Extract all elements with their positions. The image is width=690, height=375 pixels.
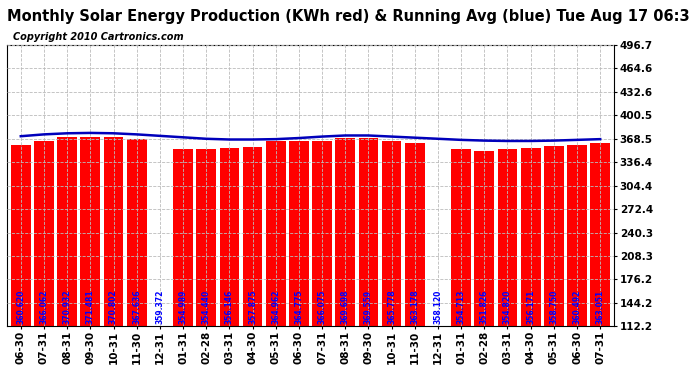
Bar	[81, 136, 100, 326]
Bar	[567, 145, 587, 326]
Text: 356.171: 356.171	[526, 290, 535, 324]
Text: 365.778: 365.778	[387, 290, 396, 324]
Text: 366.075: 366.075	[317, 290, 326, 324]
Bar	[11, 144, 30, 326]
Bar	[34, 141, 54, 326]
Bar	[497, 149, 518, 326]
Text: 366.062: 366.062	[39, 290, 48, 324]
Text: 370.802: 370.802	[109, 290, 118, 324]
Bar	[335, 138, 355, 326]
Text: 367.636: 367.636	[132, 290, 141, 324]
Bar	[382, 141, 402, 326]
Text: 369.559: 369.559	[364, 290, 373, 324]
Text: 356.146: 356.146	[225, 290, 234, 324]
Bar	[544, 146, 564, 326]
Bar	[197, 149, 216, 326]
Bar	[57, 137, 77, 326]
Bar	[266, 141, 286, 326]
Bar	[521, 148, 540, 326]
Bar	[219, 148, 239, 326]
Bar	[243, 147, 262, 326]
Text: 363.178: 363.178	[411, 290, 420, 324]
Text: Monthly Solar Energy Production (KWh red) & Running Avg (blue) Tue Aug 17 06:33: Monthly Solar Energy Production (KWh red…	[7, 9, 690, 24]
Bar	[289, 141, 308, 326]
Bar	[451, 149, 471, 326]
Text: 364.775: 364.775	[295, 290, 304, 324]
Text: 351.826: 351.826	[480, 290, 489, 324]
Text: 358.120: 358.120	[433, 290, 442, 324]
Bar	[104, 137, 124, 326]
Text: 360.620: 360.620	[17, 290, 26, 324]
Text: 354.713: 354.713	[457, 290, 466, 324]
Text: 371.481: 371.481	[86, 290, 95, 324]
Text: 354.440: 354.440	[201, 290, 210, 324]
Bar	[127, 140, 146, 326]
Text: 364.962: 364.962	[271, 290, 280, 324]
Text: 357.875: 357.875	[248, 290, 257, 324]
Bar	[150, 146, 170, 326]
Bar	[359, 138, 378, 326]
Text: 358.750: 358.750	[549, 290, 558, 324]
Text: 359.372: 359.372	[155, 290, 164, 324]
Bar	[313, 141, 332, 326]
Text: 360.492: 360.492	[573, 290, 582, 324]
Bar	[173, 148, 193, 326]
Bar	[475, 151, 494, 326]
Bar	[405, 142, 424, 326]
Text: 370.932: 370.932	[63, 290, 72, 324]
Bar	[591, 143, 610, 326]
Text: 354.989: 354.989	[179, 290, 188, 324]
Bar	[428, 146, 448, 326]
Text: 354.820: 354.820	[503, 290, 512, 324]
Text: 369.698: 369.698	[341, 290, 350, 324]
Text: 363.051: 363.051	[595, 290, 604, 324]
Text: Copyright 2010 Cartronics.com: Copyright 2010 Cartronics.com	[13, 32, 184, 42]
